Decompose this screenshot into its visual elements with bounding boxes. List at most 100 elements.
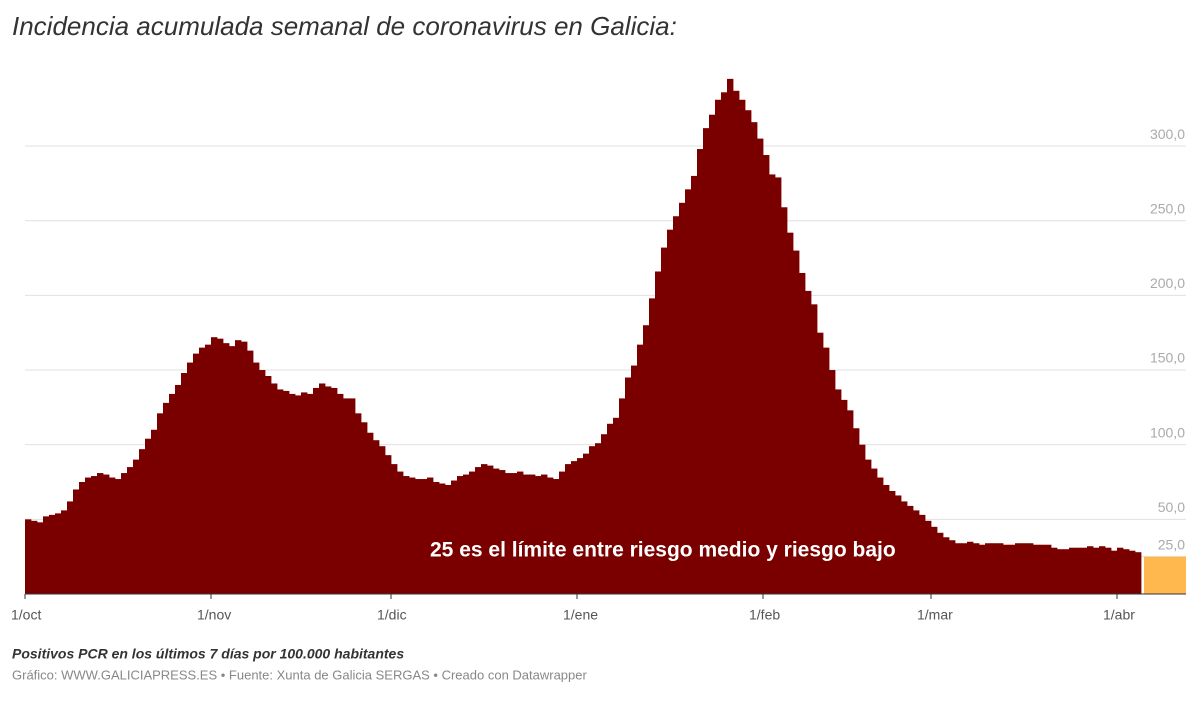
- bar: [505, 473, 512, 594]
- bar: [853, 428, 860, 594]
- bar: [979, 544, 986, 594]
- bar: [595, 443, 602, 594]
- bar: [985, 543, 992, 594]
- bar: [763, 155, 770, 595]
- bar: [673, 216, 680, 594]
- bar: [1093, 547, 1100, 594]
- bar: [697, 149, 704, 594]
- bar: [637, 344, 644, 594]
- annotation: 25 es el límite entre riesgo medio y rie…: [430, 539, 896, 562]
- bar: [913, 510, 920, 594]
- chart-source: Gráfico: WWW.GALICIAPRESS.ES • Fuente: X…: [12, 667, 588, 682]
- bar: [547, 477, 554, 594]
- bar: [55, 513, 62, 594]
- bar: [451, 480, 458, 594]
- bar: [967, 541, 974, 594]
- bar: [259, 370, 266, 594]
- bar: [1009, 544, 1016, 594]
- bar: [271, 383, 278, 594]
- bar: [139, 449, 146, 594]
- bar: [49, 514, 56, 594]
- bar: [841, 399, 848, 594]
- bar: [739, 99, 746, 594]
- bar: [793, 250, 800, 594]
- bar: [25, 519, 32, 594]
- bar: [691, 175, 698, 595]
- bar: [787, 232, 794, 594]
- bar: [1021, 543, 1028, 594]
- bar: [709, 114, 716, 594]
- highlight: [1144, 556, 1186, 594]
- bar: [943, 537, 950, 594]
- y-tick-label: 200,0: [1150, 275, 1185, 291]
- bar: [685, 189, 692, 595]
- bar: [415, 479, 422, 594]
- bar: [1027, 543, 1034, 594]
- bar: [1105, 547, 1112, 594]
- bar: [727, 78, 734, 594]
- bar: [145, 438, 152, 594]
- bar: [439, 483, 446, 594]
- bar: [835, 389, 842, 594]
- bar: [133, 459, 140, 594]
- bar: [427, 477, 434, 594]
- bar: [859, 444, 866, 594]
- bar: [325, 386, 332, 594]
- bar: [199, 347, 206, 594]
- x-tick-label: 1/mar: [917, 607, 953, 623]
- bar: [889, 490, 896, 594]
- bar: [733, 90, 740, 595]
- bar: [535, 476, 542, 594]
- bar: [643, 325, 650, 594]
- bar: [631, 365, 638, 594]
- bar: [811, 304, 818, 594]
- y-tick-label: 300,0: [1150, 126, 1185, 142]
- bar: [79, 482, 86, 594]
- bar: [355, 413, 362, 594]
- bar: [1045, 544, 1052, 594]
- bar: [43, 516, 50, 594]
- bar: [1015, 543, 1022, 594]
- bar: [283, 390, 290, 594]
- bar: [661, 247, 668, 594]
- bar: [445, 485, 452, 594]
- bar: [613, 417, 620, 594]
- bar: [109, 477, 116, 594]
- y-tick-label: 150,0: [1150, 350, 1185, 366]
- bar: [1057, 549, 1064, 594]
- y-tick-label: 250,0: [1150, 200, 1185, 216]
- bar: [319, 383, 326, 594]
- bar: [1003, 544, 1010, 594]
- x-tick-label: 1/oct: [11, 607, 41, 623]
- bar: [475, 467, 482, 594]
- bar: [973, 543, 980, 594]
- bar: [361, 422, 368, 594]
- bar: [73, 489, 80, 594]
- bar: [181, 373, 188, 594]
- y-tick-label: 50,0: [1158, 499, 1185, 515]
- bar: [295, 395, 302, 594]
- bar: [343, 398, 350, 594]
- bar: [493, 468, 500, 594]
- x-tick-label: 1/feb: [749, 607, 780, 623]
- bar: [1135, 552, 1142, 594]
- bar: [523, 474, 530, 594]
- bar: [337, 393, 344, 594]
- bar: [301, 392, 308, 594]
- bar: [775, 177, 782, 594]
- bar: [925, 520, 932, 594]
- bar: [229, 346, 236, 594]
- bar: [31, 520, 38, 594]
- bar: [1129, 550, 1136, 594]
- bar: [193, 353, 200, 594]
- bar: [289, 393, 296, 594]
- bar: [871, 468, 878, 594]
- bar: [247, 350, 254, 594]
- bar: [529, 474, 536, 594]
- bar: [721, 92, 728, 594]
- bar: [955, 543, 962, 594]
- bar: [349, 398, 356, 594]
- bar: [331, 387, 338, 594]
- bar: [619, 398, 626, 594]
